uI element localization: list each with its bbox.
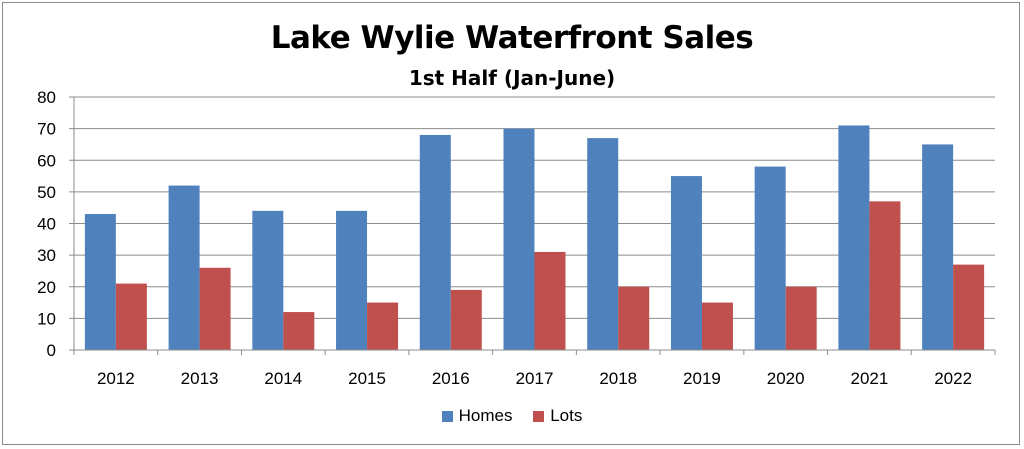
y-tick-label: 70 <box>37 120 56 139</box>
y-tick-label: 40 <box>37 215 56 234</box>
bar-homes-2013 <box>168 185 200 350</box>
bar-lots-2015 <box>367 302 399 350</box>
x-tick-label: 2013 <box>181 369 219 388</box>
bar-lots-2012 <box>115 283 147 350</box>
y-tick-label: 30 <box>37 246 56 265</box>
y-tick-label: 50 <box>37 183 56 202</box>
bar-homes-2021 <box>838 125 870 351</box>
bars <box>84 125 985 351</box>
x-tick-label: 2021 <box>850 369 888 388</box>
bar-homes-2015 <box>336 210 368 350</box>
chart-title: Lake Wylie Waterfront Sales <box>270 20 754 56</box>
bar-lots-2017 <box>534 251 566 350</box>
x-tick-label: 2016 <box>432 369 470 388</box>
x-tick-label: 2012 <box>97 369 135 388</box>
bar-homes-2018 <box>587 138 619 350</box>
bar-homes-2012 <box>84 214 116 350</box>
x-tick-label: 2018 <box>599 369 637 388</box>
x-axis-ticks: 2012 2013 2014 2015 2016 2017 2018 2019 2020 2021… <box>73 350 996 388</box>
x-tick-label: 2015 <box>348 369 386 388</box>
bar-homes-2017 <box>503 128 535 350</box>
legend: Homes Lots <box>0 406 1024 427</box>
legend-item-homes: Homes <box>441 406 513 426</box>
bar-lots-2020 <box>785 286 817 350</box>
y-tick-label: 0 <box>47 341 56 360</box>
bar-lots-2021 <box>869 201 901 350</box>
legend-label-lots: Lots <box>550 406 583 425</box>
bar-lots-2014 <box>283 312 315 350</box>
y-axis-ticks: 0 10 20 30 40 50 60 70 80 <box>37 88 74 360</box>
bar-lots-2013 <box>199 267 231 350</box>
chart-subtitle: 1st Half (Jan-June) <box>408 66 616 90</box>
bar-homes-2014 <box>252 210 284 350</box>
legend-swatch-lots <box>533 410 545 422</box>
bar-homes-2019 <box>670 176 702 350</box>
x-tick-label: 2020 <box>767 369 805 388</box>
legend-label-homes: Homes <box>458 406 513 425</box>
bar-homes-2022 <box>922 144 954 350</box>
y-tick-label: 60 <box>37 151 56 170</box>
bar-homes-2016 <box>419 134 451 350</box>
bar-lots-2019 <box>701 302 733 350</box>
bar-lots-2022 <box>953 264 985 350</box>
legend-item-lots: Lots <box>533 406 582 426</box>
y-tick-label: 80 <box>37 88 56 107</box>
x-tick-label: 2019 <box>683 369 721 388</box>
x-tick-label: 2022 <box>934 369 972 388</box>
bar-homes-2020 <box>754 166 786 350</box>
bar-lots-2016 <box>450 289 482 350</box>
bar-lots-2018 <box>618 286 650 350</box>
legend-swatch-homes <box>441 410 453 422</box>
y-tick-label: 20 <box>37 278 56 297</box>
x-tick-label: 2017 <box>516 369 554 388</box>
y-tick-label: 10 <box>37 309 56 328</box>
x-tick-label: 2014 <box>264 369 302 388</box>
